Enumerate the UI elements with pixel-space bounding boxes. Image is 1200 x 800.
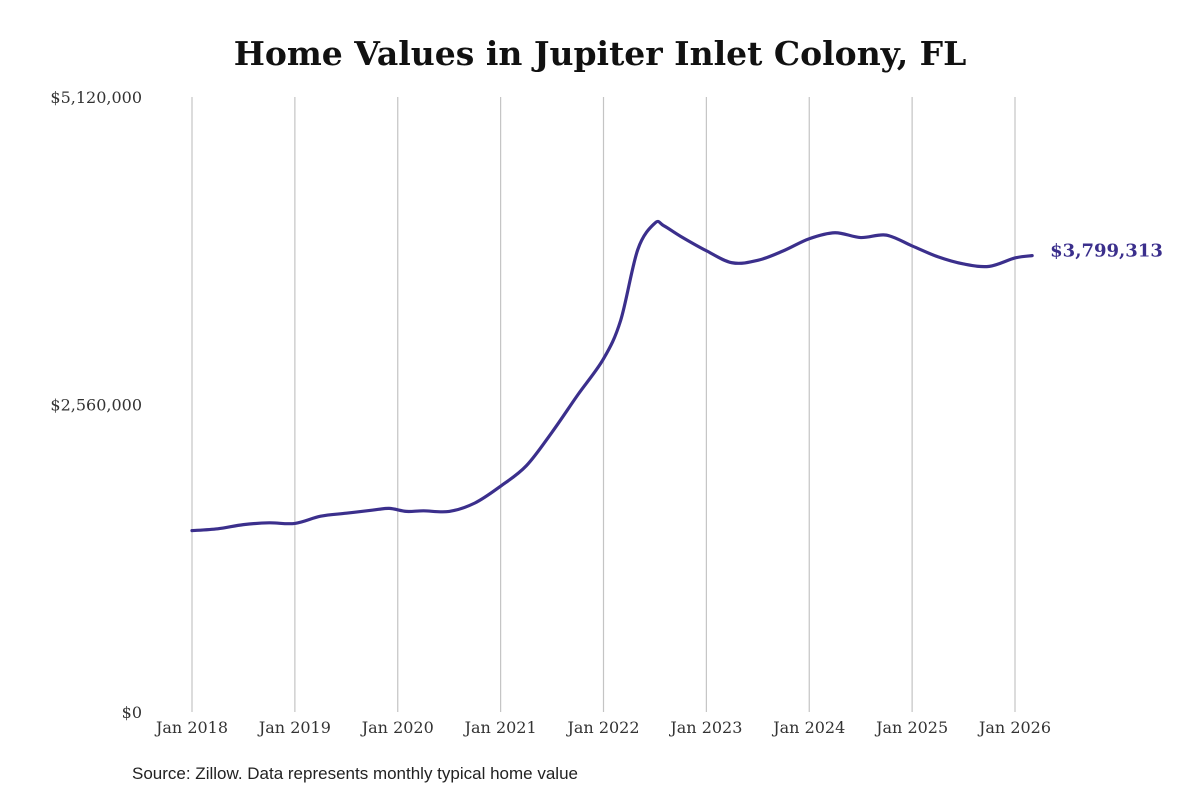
x-tick-label: Jan 2020 (360, 718, 434, 737)
y-axis-ticks: $0 $2,560,000 $5,120,000 (50, 88, 142, 722)
series-line (190, 219, 1034, 533)
y-tick-label: $2,560,000 (50, 396, 142, 415)
x-tick-label: Jan 2018 (154, 718, 228, 737)
x-tick-label: Jan 2026 (977, 718, 1051, 737)
gridlines (191, 97, 1016, 712)
source-note: Source: Zillow. Data represents monthly … (132, 764, 578, 783)
y-tick-label: $0 (122, 703, 142, 722)
x-tick-label: Jan 2023 (668, 718, 742, 737)
end-value-label: $3,799,313 (1050, 241, 1163, 262)
y-tick-label: $5,120,000 (50, 88, 142, 107)
series-layer (190, 219, 1034, 533)
chart-title: Home Values in Jupiter Inlet Colony, FL (233, 34, 967, 73)
x-tick-label: Jan 2025 (874, 718, 948, 737)
label-layer: $3,799,313 (1050, 241, 1163, 262)
x-tick-label: Jan 2022 (565, 718, 639, 737)
x-axis-ticks: Jan 2018 Jan 2019 Jan 2020 Jan 2021 Jan 2022… (154, 718, 1051, 737)
x-tick-label: Jan 2021 (463, 718, 537, 737)
x-tick-label: Jan 2019 (257, 718, 331, 737)
x-tick-label: Jan 2024 (771, 718, 845, 737)
